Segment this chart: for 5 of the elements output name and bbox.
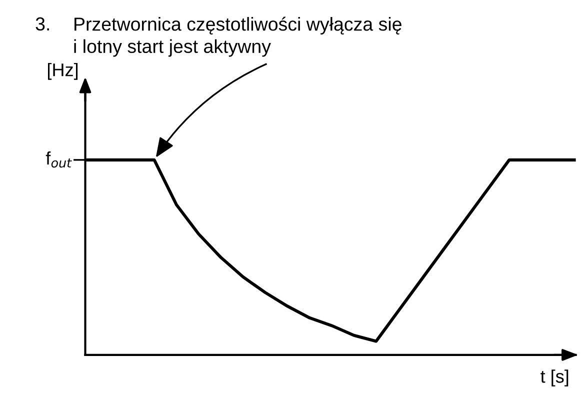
y-axis-title: [Hz] [48,62,78,80]
x-axis-title: t [s] [540,370,568,386]
text: f$_{out}$ [46,151,72,168]
text: 3. [36,17,49,31]
chart-title: Przetwornica częstotliwości wyłącza się i lotny start jest aktywny [74,16,402,57]
